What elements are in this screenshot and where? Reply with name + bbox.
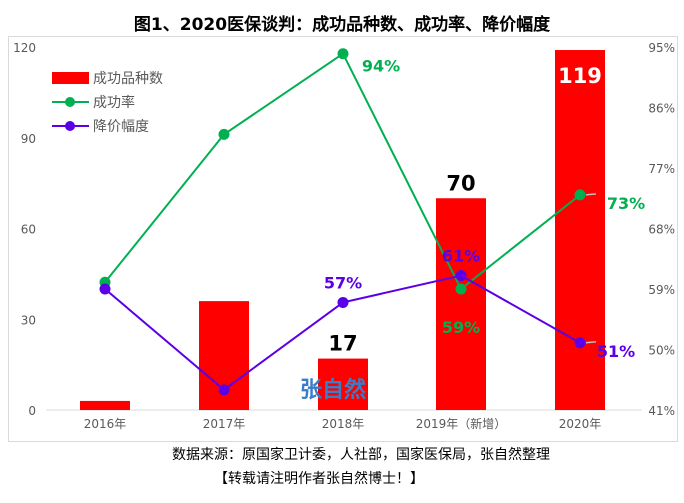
left-tick-label: 0 [28, 404, 36, 418]
line-point [218, 128, 230, 140]
bar [318, 358, 368, 410]
line-data-label: 57% [324, 273, 362, 292]
line-data-label: 61% [442, 247, 480, 266]
leader-line [585, 341, 597, 344]
line-data-label: 94% [362, 57, 400, 76]
right-tick-label: 68% [648, 223, 675, 237]
right-tick-label: 50% [648, 344, 675, 358]
line-data-label: 59% [442, 318, 480, 337]
bar-data-label: 17 [328, 332, 357, 356]
left-tick-label: 60 [21, 223, 36, 237]
left-tick-label: 120 [13, 41, 36, 55]
x-tick-label: 2017年 [203, 417, 246, 431]
right-tick-label: 59% [648, 283, 675, 297]
x-tick-label: 2020年 [559, 417, 602, 431]
line-point [218, 384, 230, 396]
line-data-label: 51% [597, 342, 635, 361]
left-tick-label: 90 [21, 132, 36, 146]
line-series-1 [104, 52, 581, 291]
bar-data-label: 119 [558, 64, 602, 88]
right-tick-label: 41% [648, 404, 675, 418]
leader-line [585, 193, 597, 196]
x-tick-label: 2018年 [322, 417, 365, 431]
legend-label: 成功率 [93, 94, 135, 111]
line-point [337, 296, 349, 308]
line-point [574, 189, 586, 201]
chart-title: 图1、2020医保谈判：成功品种数、成功率、降价幅度 [133, 15, 551, 35]
watermark: 张自然 [300, 378, 367, 403]
left-tick-label: 30 [21, 313, 36, 327]
reprint-note: 【转载请注明作者张自然博士！】 [214, 471, 424, 487]
bar [436, 198, 486, 410]
source-note: 数据来源：原国家卫计委，人社部，国家医保局，张自然整理 [172, 447, 550, 463]
right-tick-label: 86% [648, 102, 675, 116]
bar [80, 400, 130, 410]
legend-marker [65, 97, 75, 107]
right-tick-label: 77% [648, 162, 675, 176]
legend-marker [65, 121, 75, 131]
line-point [337, 48, 349, 60]
line-point [574, 337, 586, 349]
legend-label: 降价幅度 [93, 119, 149, 135]
legend-label: 成功品种数 [93, 71, 163, 87]
bar-data-label: 70 [446, 171, 475, 195]
line-point [455, 283, 467, 295]
x-tick-label: 2019年（新增） [416, 416, 507, 431]
line-point [99, 283, 111, 295]
bar [555, 50, 605, 411]
line-data-label: 73% [607, 194, 645, 213]
line-point [455, 270, 467, 282]
right-tick-label: 95% [648, 41, 675, 55]
chart-frame [8, 36, 678, 442]
x-tick-label: 2016年 [84, 417, 127, 431]
legend-swatch [52, 72, 89, 84]
